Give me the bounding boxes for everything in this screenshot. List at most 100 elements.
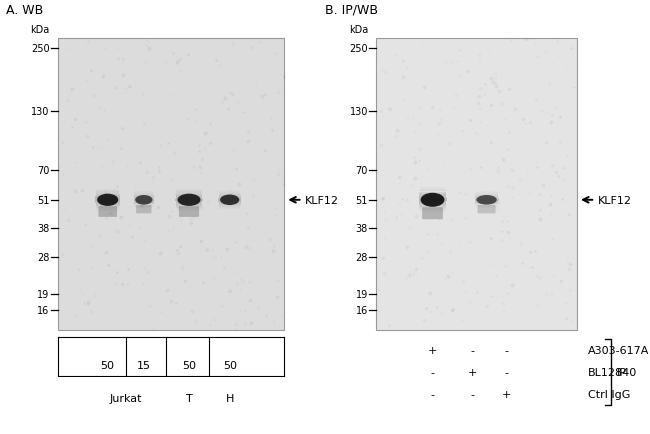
Text: -: - bbox=[471, 345, 474, 355]
Text: 130: 130 bbox=[31, 106, 49, 116]
Bar bbox=[134, 196, 153, 197]
Bar bbox=[420, 188, 445, 189]
Bar bbox=[177, 190, 202, 191]
Bar bbox=[219, 193, 240, 194]
Bar bbox=[476, 193, 498, 194]
Bar bbox=[96, 196, 120, 197]
Text: B. IP/WB: B. IP/WB bbox=[325, 4, 378, 16]
Ellipse shape bbox=[177, 194, 201, 207]
Text: 70: 70 bbox=[37, 165, 49, 175]
Bar bbox=[419, 192, 446, 194]
Bar bbox=[176, 204, 202, 205]
Bar bbox=[475, 205, 498, 206]
Bar bbox=[219, 207, 240, 208]
Bar bbox=[219, 206, 240, 207]
Bar bbox=[134, 201, 154, 202]
Bar bbox=[219, 204, 240, 205]
Text: 50: 50 bbox=[223, 360, 237, 370]
Text: 16: 16 bbox=[356, 306, 368, 316]
Text: 38: 38 bbox=[37, 224, 49, 233]
Bar bbox=[419, 194, 446, 195]
Bar bbox=[96, 193, 120, 194]
Text: 70: 70 bbox=[356, 165, 368, 175]
Bar bbox=[474, 197, 499, 198]
Bar bbox=[96, 203, 120, 204]
Bar bbox=[96, 210, 119, 211]
Bar bbox=[420, 210, 445, 211]
Bar bbox=[96, 207, 119, 209]
Bar bbox=[474, 198, 499, 199]
Bar bbox=[177, 191, 202, 192]
FancyBboxPatch shape bbox=[136, 205, 151, 214]
Bar bbox=[419, 199, 447, 200]
Text: 38: 38 bbox=[356, 224, 368, 233]
Bar bbox=[96, 204, 120, 205]
Bar bbox=[419, 206, 446, 207]
Bar bbox=[96, 191, 119, 192]
Bar bbox=[135, 192, 153, 193]
Bar bbox=[134, 203, 153, 204]
Bar bbox=[96, 206, 120, 207]
Bar bbox=[476, 208, 497, 209]
Text: 28: 28 bbox=[356, 252, 368, 262]
Bar bbox=[96, 190, 119, 191]
Bar bbox=[176, 203, 202, 204]
Bar bbox=[176, 206, 202, 207]
Text: 15: 15 bbox=[137, 360, 151, 370]
Text: kDa: kDa bbox=[30, 25, 49, 35]
Bar bbox=[134, 204, 153, 205]
Text: 130: 130 bbox=[350, 106, 368, 116]
Bar bbox=[96, 192, 119, 193]
Bar bbox=[419, 204, 446, 206]
Bar bbox=[96, 199, 120, 201]
Bar bbox=[419, 195, 446, 196]
Bar bbox=[420, 189, 445, 191]
Bar bbox=[176, 201, 203, 203]
Bar bbox=[134, 197, 154, 198]
Text: -: - bbox=[504, 345, 508, 355]
Text: +: + bbox=[502, 389, 512, 399]
Bar bbox=[475, 206, 498, 207]
Bar bbox=[218, 198, 241, 199]
Bar bbox=[135, 195, 153, 196]
Ellipse shape bbox=[97, 194, 118, 207]
Bar bbox=[419, 196, 447, 197]
Bar bbox=[476, 207, 498, 208]
Bar bbox=[176, 196, 202, 197]
Text: H: H bbox=[226, 393, 234, 403]
Bar bbox=[475, 203, 499, 204]
Bar bbox=[419, 203, 447, 204]
Text: 19: 19 bbox=[356, 289, 368, 299]
Bar bbox=[176, 199, 203, 201]
Text: IP: IP bbox=[617, 367, 627, 377]
Bar bbox=[419, 202, 447, 203]
Bar bbox=[219, 195, 240, 196]
Bar bbox=[218, 197, 240, 198]
Ellipse shape bbox=[220, 195, 239, 206]
Bar bbox=[218, 202, 240, 204]
Bar bbox=[419, 197, 447, 199]
Text: kDa: kDa bbox=[348, 25, 368, 35]
Bar bbox=[218, 196, 240, 197]
Bar bbox=[176, 207, 202, 209]
Text: BL12840: BL12840 bbox=[588, 367, 638, 377]
Bar bbox=[219, 191, 240, 192]
Bar bbox=[420, 211, 445, 213]
Text: KLF12: KLF12 bbox=[598, 195, 632, 205]
Text: 16: 16 bbox=[37, 306, 49, 316]
FancyBboxPatch shape bbox=[58, 39, 284, 330]
Bar bbox=[475, 196, 498, 197]
Bar bbox=[96, 198, 120, 199]
Bar bbox=[219, 192, 240, 193]
Ellipse shape bbox=[135, 195, 153, 205]
Bar bbox=[96, 209, 119, 210]
Text: A. WB: A. WB bbox=[6, 4, 44, 16]
FancyBboxPatch shape bbox=[98, 207, 117, 217]
Bar bbox=[135, 208, 153, 209]
Text: -: - bbox=[504, 367, 508, 377]
Bar bbox=[176, 197, 202, 198]
Bar bbox=[419, 207, 446, 208]
Text: Ctrl IgG: Ctrl IgG bbox=[588, 389, 630, 399]
Bar bbox=[135, 207, 153, 208]
Bar bbox=[419, 201, 447, 202]
